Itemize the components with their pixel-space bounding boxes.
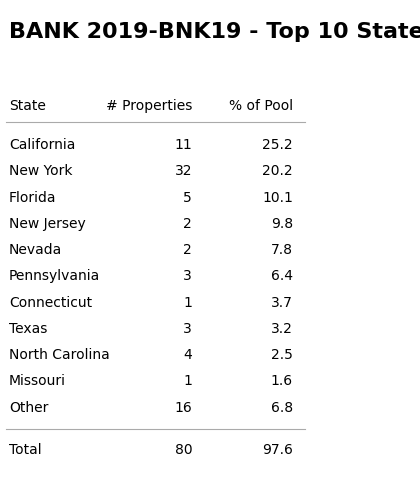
Text: BANK 2019-BNK19 - Top 10 States: BANK 2019-BNK19 - Top 10 States — [9, 22, 420, 42]
Text: Texas: Texas — [9, 322, 47, 336]
Text: 6.4: 6.4 — [271, 269, 293, 283]
Text: Nevada: Nevada — [9, 243, 62, 257]
Text: 25.2: 25.2 — [262, 138, 293, 152]
Text: % of Pool: % of Pool — [229, 99, 293, 113]
Text: 2: 2 — [184, 217, 192, 231]
Text: 11: 11 — [174, 138, 192, 152]
Text: 32: 32 — [175, 164, 192, 178]
Text: 97.6: 97.6 — [262, 443, 293, 456]
Text: Missouri: Missouri — [9, 375, 66, 388]
Text: 20.2: 20.2 — [262, 164, 293, 178]
Text: 1: 1 — [183, 375, 192, 388]
Text: 5: 5 — [184, 190, 192, 205]
Text: 9.8: 9.8 — [271, 217, 293, 231]
Text: North Carolina: North Carolina — [9, 348, 110, 362]
Text: 2: 2 — [184, 243, 192, 257]
Text: 2.5: 2.5 — [271, 348, 293, 362]
Text: 3.2: 3.2 — [271, 322, 293, 336]
Text: New York: New York — [9, 164, 72, 178]
Text: 1.6: 1.6 — [271, 375, 293, 388]
Text: 7.8: 7.8 — [271, 243, 293, 257]
Text: Pennsylvania: Pennsylvania — [9, 269, 100, 283]
Text: 6.8: 6.8 — [271, 401, 293, 414]
Text: Connecticut: Connecticut — [9, 296, 92, 310]
Text: 4: 4 — [184, 348, 192, 362]
Text: 3: 3 — [184, 269, 192, 283]
Text: 10.1: 10.1 — [262, 190, 293, 205]
Text: State: State — [9, 99, 46, 113]
Text: 16: 16 — [174, 401, 192, 414]
Text: 3.7: 3.7 — [271, 296, 293, 310]
Text: # Properties: # Properties — [106, 99, 192, 113]
Text: Total: Total — [9, 443, 42, 456]
Text: 80: 80 — [175, 443, 192, 456]
Text: California: California — [9, 138, 75, 152]
Text: 1: 1 — [183, 296, 192, 310]
Text: 3: 3 — [184, 322, 192, 336]
Text: Florida: Florida — [9, 190, 56, 205]
Text: New Jersey: New Jersey — [9, 217, 86, 231]
Text: Other: Other — [9, 401, 48, 414]
